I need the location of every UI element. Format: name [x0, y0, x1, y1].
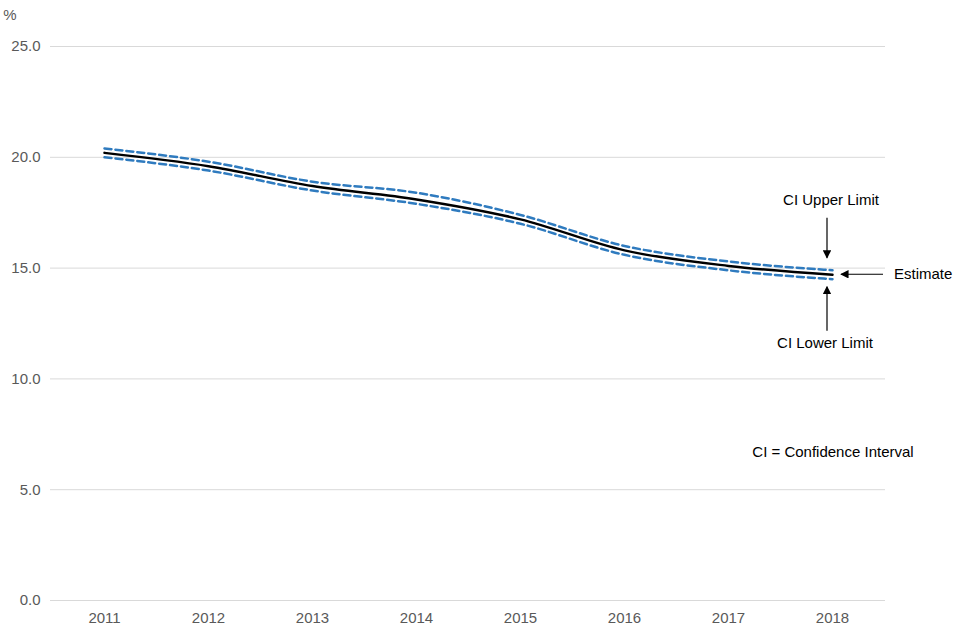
svg-text:2017: 2017 — [712, 609, 745, 626]
svg-text:2013: 2013 — [296, 609, 329, 626]
svg-text:25.0: 25.0 — [11, 37, 40, 54]
svg-text:CI Upper Limit: CI Upper Limit — [783, 191, 880, 208]
svg-text:CI = Confidence Interval: CI = Confidence Interval — [752, 443, 913, 460]
svg-text:CI Lower Limit: CI Lower Limit — [777, 334, 874, 351]
svg-text:2015: 2015 — [504, 609, 537, 626]
svg-text:20.0: 20.0 — [11, 148, 40, 165]
svg-text:10.0: 10.0 — [11, 370, 40, 387]
svg-text:2012: 2012 — [192, 609, 225, 626]
svg-text:2018: 2018 — [816, 609, 849, 626]
svg-text:2016: 2016 — [608, 609, 641, 626]
svg-text:2014: 2014 — [400, 609, 433, 626]
svg-text:0.0: 0.0 — [20, 591, 41, 608]
svg-text:15.0: 15.0 — [11, 259, 40, 276]
svg-text:5.0: 5.0 — [20, 481, 41, 498]
svg-text:%: % — [3, 6, 16, 23]
svg-text:2011: 2011 — [88, 609, 120, 626]
svg-text:Estimate: Estimate — [894, 265, 952, 282]
